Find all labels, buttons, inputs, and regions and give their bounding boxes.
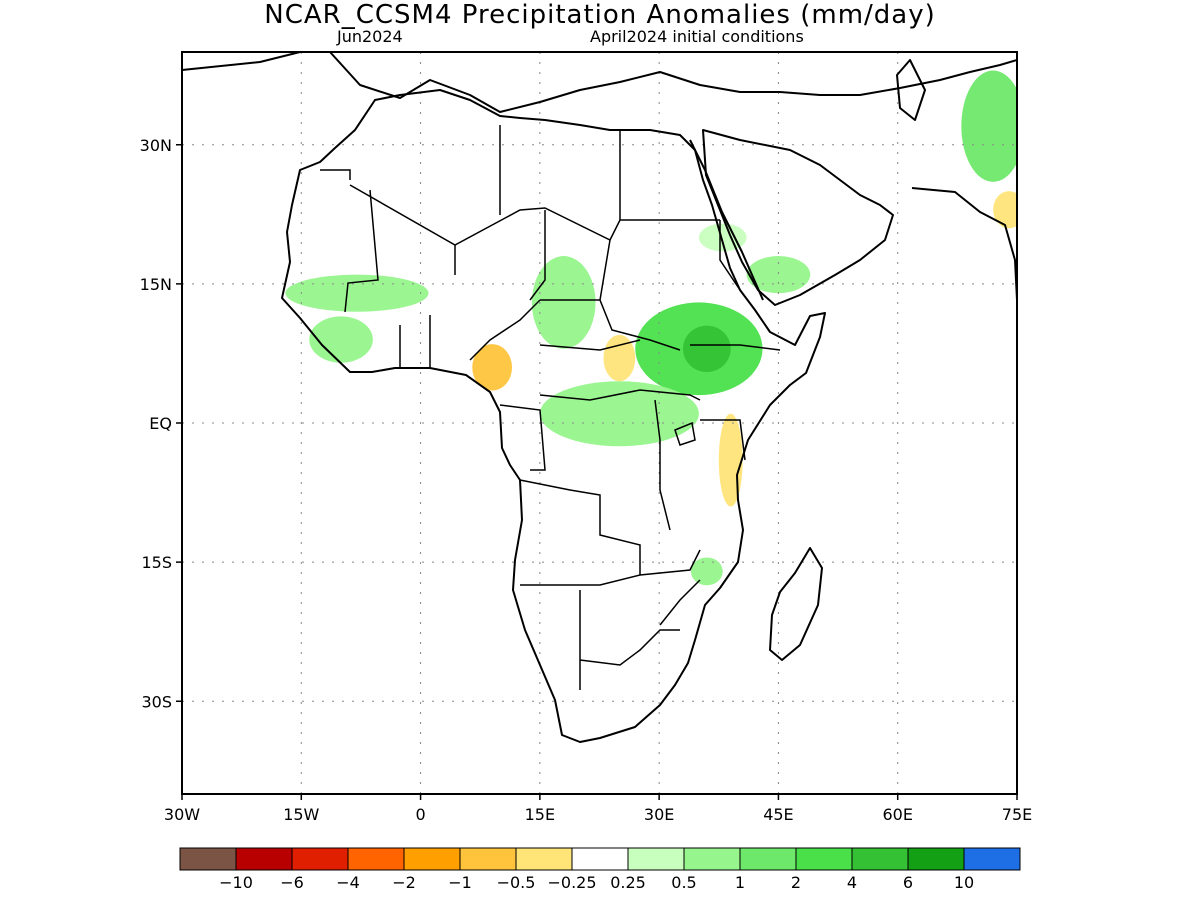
lat-tick-label: 30S — [141, 692, 172, 711]
colorbar-label: −0.5 — [497, 873, 536, 892]
india-coastline — [911, 187, 1017, 301]
border-layer — [320, 125, 781, 690]
colorbar-swatch — [291, 847, 349, 871]
colorbar-swatch — [515, 847, 573, 871]
colorbar-label: 2 — [791, 873, 801, 892]
colorbar-label: 6 — [903, 873, 913, 892]
colorbar-swatch — [795, 847, 853, 871]
lon-tick-label: 15E — [525, 805, 555, 824]
africa-coastline — [281, 89, 826, 743]
colorbar-swatch — [347, 847, 405, 871]
colorbar-label: −0.25 — [547, 873, 596, 892]
lat-tick-label: EQ — [149, 414, 172, 433]
coastline-layer — [182, 52, 1017, 743]
anomaly-region-12 — [993, 191, 1017, 229]
anomaly-region-4 — [683, 325, 731, 372]
colorbar-swatch — [683, 847, 741, 871]
colorbar-label: −4 — [336, 873, 360, 892]
red-sea-coastline — [689, 139, 764, 301]
colorbar-swatch — [235, 847, 293, 871]
country-borders — [320, 125, 781, 690]
anomaly-region-0 — [285, 274, 429, 312]
colorbar: −10 −6 −4 −2 −1 −0.5 −0.25 0.25 0.5 1 2 4 6 10 — [179, 847, 1021, 892]
grid-layer — [182, 52, 1017, 794]
lon-tick-label: 30E — [644, 805, 674, 824]
lake-victoria — [674, 421, 696, 446]
colorbar-swatch — [963, 847, 1021, 871]
colorbar-swatch — [403, 847, 461, 871]
anomaly-region-6 — [472, 344, 513, 391]
anomaly-region-15 — [690, 557, 723, 586]
colorbar-swatch — [739, 847, 797, 871]
initial-conditions: April2024 initial conditions — [590, 27, 804, 46]
colorbar-swatch — [851, 847, 909, 871]
lon-tick-label: 75E — [1002, 805, 1032, 824]
colorbar-swatch — [907, 847, 965, 871]
lat-tick-label: 15S — [141, 553, 172, 572]
colorbar-swatch — [571, 847, 629, 871]
colorbar-label: 1 — [735, 873, 745, 892]
colorbar-label: 0.25 — [610, 873, 646, 892]
colorbar-swatch — [179, 847, 237, 871]
anomaly-region-13 — [579, 696, 612, 725]
lon-tick-label: 45E — [763, 805, 793, 824]
caspian-coastline — [896, 59, 926, 121]
lat-tick-label: 30N — [140, 136, 172, 155]
anomaly-region-5 — [539, 381, 699, 447]
anomaly-region-1 — [309, 316, 373, 363]
axis-ticks: 30N 15N EQ 15S 30S 30W 15W 0 15E 30E 45E 60E 75E — [140, 136, 1033, 824]
colorbar-label: −2 — [392, 873, 416, 892]
colorbar-label: 4 — [847, 873, 857, 892]
anomaly-region-11 — [961, 70, 1017, 182]
anomaly-region-2 — [531, 256, 596, 349]
colorbar-label: −10 — [219, 873, 253, 892]
forecast-month: Jun2024 — [337, 27, 403, 46]
colorbar-swatch — [627, 847, 685, 871]
colorbar-swatch — [459, 847, 517, 871]
europe-coastline — [182, 52, 1017, 113]
anomaly-region-14 — [794, 627, 811, 665]
lat-tick-label: 15N — [140, 275, 172, 294]
colorbar-label: −1 — [448, 873, 472, 892]
lon-tick-label: 0 — [415, 805, 425, 824]
lon-tick-label: 15W — [283, 805, 319, 824]
arabia-coastline — [702, 129, 894, 306]
anomaly-region-8 — [718, 413, 743, 507]
lon-tick-label: 60E — [882, 805, 912, 824]
colorbar-label: 10 — [954, 873, 974, 892]
madagascar-coastline — [769, 547, 823, 661]
lon-tick-label: 30W — [164, 805, 200, 824]
colorbar-label: 0.5 — [671, 873, 696, 892]
anomaly-layer — [285, 70, 1017, 725]
colorbar-label: −6 — [280, 873, 304, 892]
chart-title: NCAR_CCSM4 Precipitation Anomalies (mm/d… — [264, 0, 936, 30]
